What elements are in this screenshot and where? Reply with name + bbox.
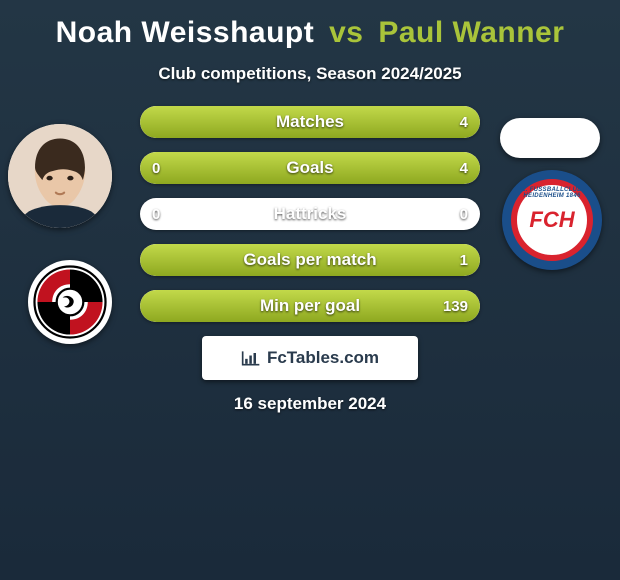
stat-value-right: 0 <box>460 198 468 230</box>
club2-arc-text: 1. FUSSBALLCLUB HEIDENHEIM 1846 <box>517 187 587 199</box>
stat-value-right: 4 <box>460 106 468 138</box>
stat-value-right: 4 <box>460 152 468 184</box>
footer-brand-box: FcTables.com <box>202 336 418 380</box>
page-title: Noah Weisshaupt vs Paul Wanner <box>0 16 620 50</box>
footer-brand-text: FcTables.com <box>267 348 379 368</box>
stat-row: Matches4 <box>140 106 480 138</box>
stats-list: Matches4Goals04Hattricks00Goals per matc… <box>140 106 480 322</box>
stat-label: Goals <box>140 152 480 184</box>
club2-monogram: FCH <box>529 207 574 233</box>
player1-club-badge <box>28 260 112 344</box>
stat-row: Min per goal139 <box>140 290 480 322</box>
stat-label: Matches <box>140 106 480 138</box>
title-vs: vs <box>329 16 363 49</box>
stat-value-right: 139 <box>443 290 468 322</box>
title-player2: Paul Wanner <box>378 16 564 49</box>
stat-value-right: 1 <box>460 244 468 276</box>
stat-label: Hattricks <box>140 198 480 230</box>
player2-club-badge: 1. FUSSBALLCLUB HEIDENHEIM 1846 FCH <box>502 170 602 270</box>
stat-row: Hattricks0 0 <box>140 198 480 230</box>
stat-row: Goals per match1 <box>140 244 480 276</box>
chart-icon <box>241 349 261 367</box>
title-player1: Noah Weisshaupt <box>56 16 315 49</box>
stat-label: Min per goal <box>140 290 480 322</box>
subtitle: Club competitions, Season 2024/2025 <box>0 64 620 84</box>
player2-avatar <box>500 118 600 158</box>
stat-row: Goals0 4 <box>140 152 480 184</box>
footer-date: 16 september 2024 <box>0 394 620 414</box>
stat-value-left: 0 <box>152 198 160 230</box>
stat-label: Goals per match <box>140 244 480 276</box>
player1-avatar <box>8 124 112 228</box>
stat-value-left: 0 <box>152 152 160 184</box>
